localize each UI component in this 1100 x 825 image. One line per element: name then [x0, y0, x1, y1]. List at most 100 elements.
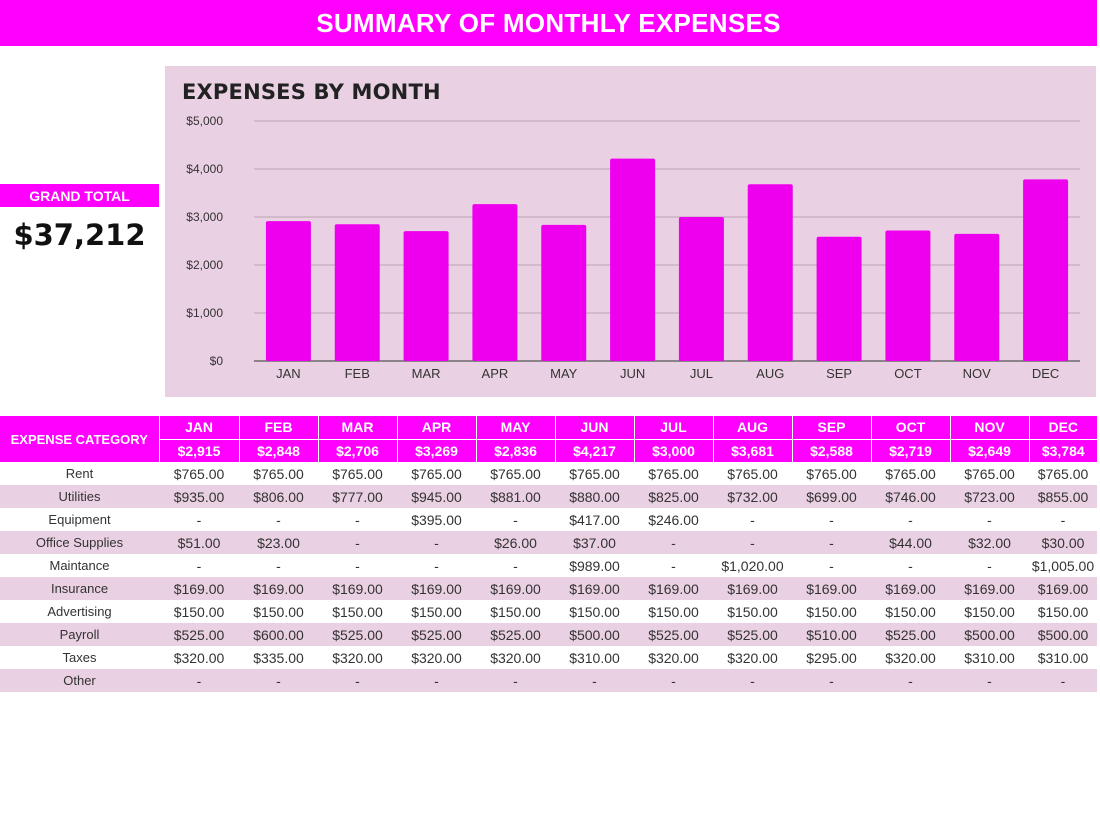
- category-cell: Rent: [65, 466, 94, 481]
- bar-jul: [678, 217, 724, 361]
- amount-cell: $150.00: [411, 603, 462, 620]
- amount-cell: $169.00: [713, 577, 792, 600]
- month-total-jan: $2,915: [159, 438, 240, 462]
- amount-cell: -: [276, 511, 281, 528]
- x-tick-label: JAN: [276, 366, 301, 381]
- amount-cell: $777.00: [318, 485, 397, 508]
- expenses-bar-chart: $0 $1,000 $2,000 $3,000 $4,000 $5,000 JAN FEB MA…: [186, 114, 1080, 381]
- month-header-oct: OCT: [871, 416, 951, 439]
- amount-cell: -: [634, 531, 713, 554]
- monthly-total-row: $2,915 $2,848 $2,706 $3,269 $2,836 $4,217 $3,0…: [0, 438, 1097, 462]
- amount-cell: $765.00: [1037, 465, 1089, 482]
- amount-cell: $169.00: [239, 577, 318, 600]
- bar-sep: [816, 236, 862, 361]
- amount-cell: $989.00: [569, 557, 620, 574]
- amount-cell: -: [513, 511, 518, 528]
- amount-cell: -: [871, 669, 950, 692]
- amount-cell: $880.00: [555, 485, 634, 508]
- month-total-sep: $2,588: [792, 438, 872, 462]
- amount-cell: $765.00: [964, 465, 1015, 482]
- amount-cell: $51.00: [159, 531, 239, 554]
- amount-cell: $765.00: [569, 465, 620, 482]
- month-total-nov: $2,649: [950, 438, 1030, 462]
- month-header-jan: JAN: [159, 416, 240, 439]
- category-header: EXPENSE CATEGORY: [0, 416, 160, 462]
- amount-cell: $150.00: [727, 603, 778, 620]
- page-title: SUMMARY OF MONTHLY EXPENSES: [0, 0, 1097, 46]
- amount-cell: -: [318, 531, 397, 554]
- bar-feb: [334, 224, 380, 361]
- amount-cell: $1,020.00: [721, 557, 784, 574]
- amount-cell: -: [1060, 511, 1066, 528]
- x-tick-label: SEP: [826, 366, 852, 381]
- category-cell: Utilities: [0, 485, 159, 508]
- amount-cell: -: [355, 511, 360, 528]
- amount-cell: $395.00: [411, 511, 462, 528]
- amount-cell: $855.00: [1029, 485, 1097, 508]
- grand-total-value: $37,212: [13, 218, 146, 252]
- table-row: Office Supplies $51.00 $23.00- - $26.00 $37.0…: [0, 531, 1097, 554]
- amount-cell: $169.00: [159, 577, 239, 600]
- category-cell: Maintance: [49, 558, 110, 573]
- amount-cell: $150.00: [806, 603, 857, 620]
- expense-table: EXPENSE CATEGORY JAN FEB MAR APR MAY JUN JUL AU…: [0, 416, 1097, 692]
- amount-cell: -: [634, 669, 713, 692]
- amount-cell: $150.00: [490, 603, 541, 620]
- amount-cell: $1,005.00: [1031, 557, 1095, 574]
- month-header-may: MAY: [476, 416, 556, 439]
- amount-cell: -: [792, 669, 871, 692]
- month-header-mar: MAR: [318, 416, 398, 439]
- amount-cell: $525.00: [318, 623, 397, 646]
- expenses-chart-panel: $0 $1,000 $2,000 $3,000 $4,000 $5,000 JAN FEB MA…: [165, 66, 1096, 397]
- amount-cell: $525.00: [634, 623, 713, 646]
- amount-cell: $320.00: [173, 649, 225, 666]
- amount-cell: $169.00: [950, 577, 1029, 600]
- chart-title: EXPENSES BY MONTH: [182, 80, 441, 104]
- amount-cell: $310.00: [569, 649, 620, 666]
- x-tick-label: JUL: [690, 366, 713, 381]
- amount-cell: $765.00: [727, 465, 778, 482]
- amount-cell: $169.00: [792, 577, 871, 600]
- amount-cell: $525.00: [871, 623, 950, 646]
- category-cell: Other: [0, 669, 159, 692]
- month-total-feb: $2,848: [239, 438, 319, 462]
- amount-cell: $169.00: [397, 577, 476, 600]
- amount-cell: -: [159, 669, 239, 692]
- amount-cell: $320.00: [648, 649, 699, 666]
- amount-cell: $44.00: [871, 531, 950, 554]
- month-header-row: EXPENSE CATEGORY JAN FEB MAR APR MAY JUN JUL AU…: [0, 416, 1097, 462]
- amount-cell: $417.00: [569, 511, 620, 528]
- amount-cell: $765.00: [332, 465, 383, 482]
- amount-cell: $806.00: [239, 485, 318, 508]
- amount-cell: $765.00: [806, 465, 857, 482]
- amount-cell: $765.00: [490, 465, 541, 482]
- amount-cell: $150.00: [1037, 603, 1089, 620]
- amount-cell: -: [513, 557, 518, 574]
- month-header-jul: JUL: [634, 416, 714, 439]
- amount-cell: $500.00: [1029, 623, 1097, 646]
- category-cell: Office Supplies: [0, 531, 159, 554]
- amount-cell: -: [276, 557, 281, 574]
- month-header-sep: SEP: [792, 416, 872, 439]
- y-tick-label: $5,000: [186, 114, 223, 128]
- amount-cell: $320.00: [411, 649, 462, 666]
- amount-cell: $150.00: [964, 603, 1015, 620]
- amount-cell: $150.00: [569, 603, 620, 620]
- amount-cell: $150.00: [253, 603, 304, 620]
- amount-cell: $732.00: [713, 485, 792, 508]
- x-tick-label: DEC: [1032, 366, 1059, 381]
- amount-cell: -: [196, 511, 202, 528]
- table-row: Rent $765.00 $765.00 $765.00 $765.00 $765.00 $…: [0, 462, 1097, 485]
- table-row: Maintance - - - - - $989.00 - $1,020.00 - - - $1,005…: [0, 554, 1097, 577]
- bar-nov: [954, 233, 1000, 361]
- y-tick-label: $0: [210, 354, 224, 368]
- amount-cell: -: [987, 511, 992, 528]
- category-cell: Payroll: [0, 623, 159, 646]
- amount-cell: $825.00: [634, 485, 713, 508]
- amount-cell: $310.00: [1037, 649, 1089, 666]
- amount-cell: $335.00: [253, 649, 304, 666]
- x-tick-label: FEB: [345, 366, 370, 381]
- table-row: Utilities $935.00 $806.00 $777.00 $945.00 $88…: [0, 485, 1097, 508]
- y-tick-label: $3,000: [186, 210, 223, 224]
- amount-cell: $169.00: [555, 577, 634, 600]
